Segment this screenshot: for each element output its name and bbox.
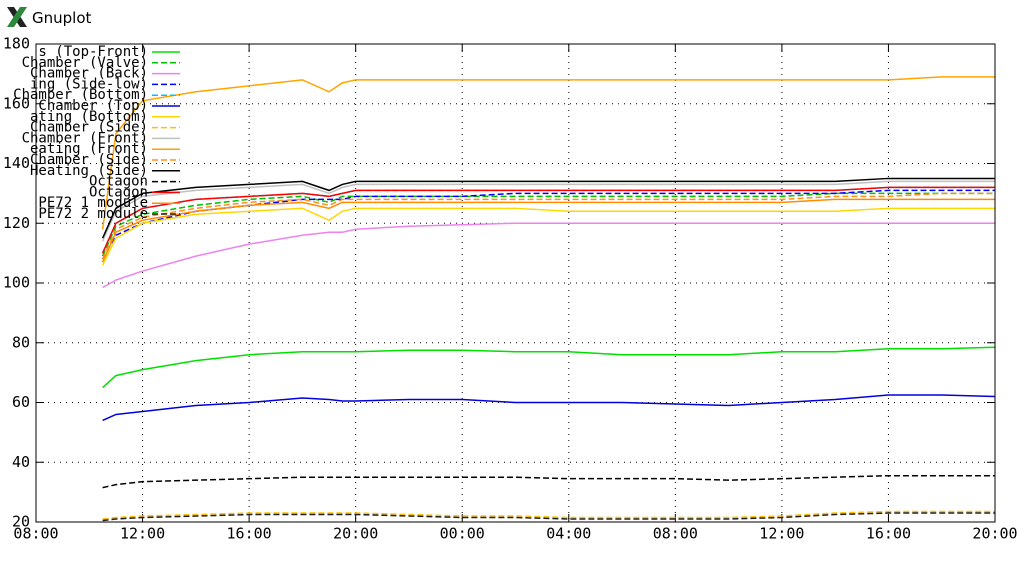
series-line [102, 474, 995, 489]
legend-label: Chamber (Valve) [22, 55, 148, 71]
app-icon [7, 7, 27, 27]
y-tick-label: 100 [3, 274, 30, 292]
y-tick-label: 80 [12, 333, 30, 351]
legend-label: Chamber (Front) [22, 130, 148, 146]
x-tick-label: 16:00 [227, 525, 272, 543]
legend-label: eating (Front) [30, 141, 148, 157]
x-tick-label: 08:00 [653, 525, 698, 543]
legend-label: PE72 2 module [38, 206, 148, 222]
series-line [102, 222, 995, 289]
x-tick-label: 04:00 [546, 525, 591, 543]
series-line [101, 192, 995, 260]
chart: 20 40 60 80 100 120 140 160 180 08:00 12:00 16:00 20… [3, 36, 1018, 543]
series-line [102, 346, 996, 389]
series-line [102, 512, 995, 522]
legend-label: Chamber (Bottom) [13, 87, 148, 103]
x-tick-label: 12:00 [759, 525, 804, 543]
y-tick-label: 20 [12, 513, 30, 531]
x-tick-label: 00:00 [440, 525, 485, 543]
legend-label: PE72 1 module [38, 195, 148, 211]
x-tick-label: 08:00 [13, 525, 58, 543]
series-line [101, 207, 995, 266]
legend-label: Octagon [89, 174, 148, 190]
title-bar: Gnuplot [0, 0, 1036, 36]
y-tick-label: 60 [12, 393, 30, 411]
y-tick-label: 160 [3, 94, 30, 112]
x-tick-label: 20:00 [333, 525, 378, 543]
y-tick-label: 140 [3, 154, 30, 172]
series-line [102, 394, 996, 422]
plot-frame [35, 43, 996, 523]
series-line [101, 76, 995, 230]
legend-label: Octagon [89, 184, 148, 200]
legend-label: Chamber (Side) [30, 152, 148, 168]
y-tick-label: 120 [3, 214, 30, 232]
legend-label: Chamber (Back) [30, 66, 148, 82]
x-tick-label: 20:00 [972, 525, 1017, 543]
x-tick-label: 16:00 [866, 525, 911, 543]
series-line [101, 186, 995, 254]
window-title: Gnuplot [32, 9, 92, 27]
y-tick-label: 40 [12, 453, 30, 471]
legend-label: Chamber (Side) [30, 120, 148, 136]
legend-label: ating (Bottom) [30, 109, 148, 125]
series-line [101, 192, 995, 257]
series-line [101, 198, 995, 263]
series-line [101, 177, 995, 239]
legend-label: ing (Side-low) [30, 76, 148, 92]
series-line [102, 510, 995, 520]
series-line [101, 180, 995, 242]
x-tick-label: 12:00 [120, 525, 165, 543]
legend-label: s (Top-Front) [38, 44, 148, 60]
legend-label: Heating (Side) [30, 163, 148, 179]
legend-label: Chamber (Top) [38, 98, 148, 114]
y-tick-label: 180 [3, 36, 30, 53]
